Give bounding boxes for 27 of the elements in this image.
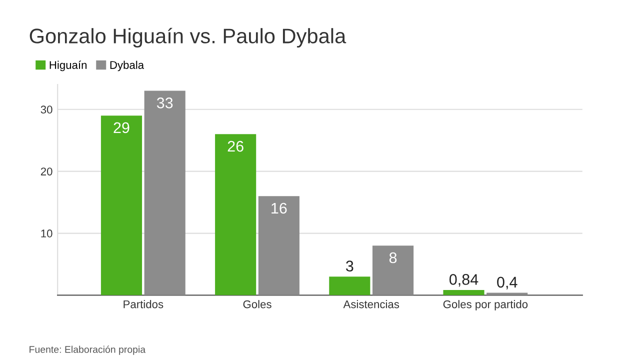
y-tick-label: 30 — [40, 106, 52, 114]
data-label: 29 — [114, 122, 130, 134]
data-label: 8 — [389, 252, 397, 264]
bar — [215, 134, 256, 296]
source-note: Fuente: Elaboración propia — [30, 346, 146, 355]
data-label: 16 — [272, 202, 287, 214]
legend-label: Dybala — [110, 60, 144, 72]
data-label: 33 — [156, 98, 173, 108]
data-label: 0,84 — [449, 274, 478, 287]
legend-label: Higuaín — [50, 60, 87, 72]
x-tick-label: Asistencias — [343, 300, 400, 308]
data-label: 26 — [228, 140, 244, 152]
chart-title: Gonzalo Higuaín vs. Paulo Dybala — [30, 28, 346, 48]
bar — [486, 292, 528, 296]
bar — [100, 116, 142, 296]
y-tick-label: 20 — [40, 168, 52, 176]
x-tick-label: Goles — [243, 300, 272, 308]
bar — [372, 246, 414, 296]
y-tick-label: 10 — [41, 230, 52, 238]
bar — [329, 276, 370, 296]
bar — [258, 196, 300, 296]
x-tick-label: Partidos — [124, 300, 164, 308]
bar — [144, 90, 186, 296]
bar — [443, 290, 484, 296]
data-label: 3 — [346, 260, 354, 272]
x-tick-label: Goles por partido — [443, 300, 528, 310]
data-label: 0,4 — [497, 276, 518, 290]
